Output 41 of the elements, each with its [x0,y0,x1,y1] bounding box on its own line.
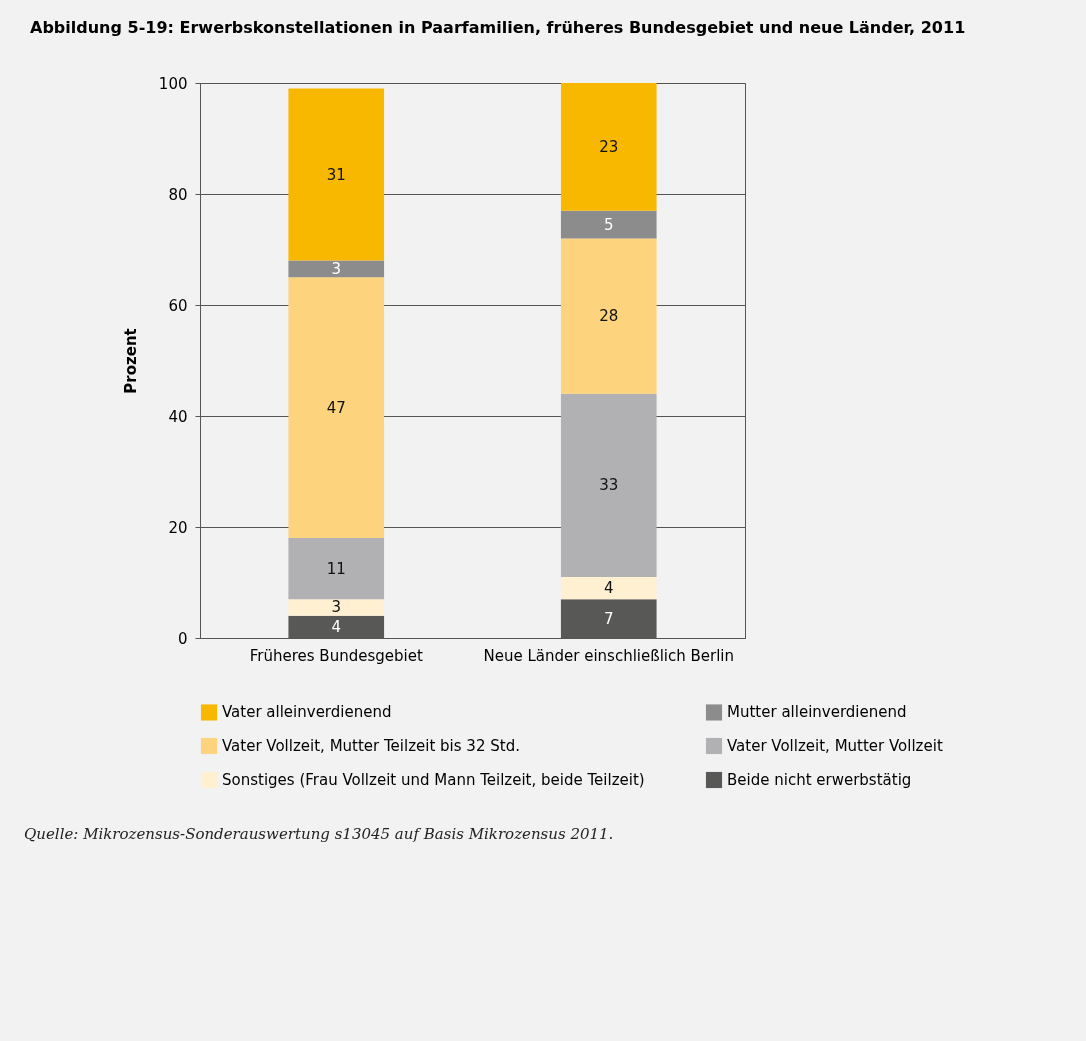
y-axis-title: Prozent [121,328,140,394]
bar [560,210,657,239]
bar [288,538,385,600]
y-tick-label: 100 [158,74,188,93]
bar [560,576,657,600]
bar [288,277,385,539]
y-tick-label: 20 [168,518,188,537]
y-tick-label: 60 [168,296,188,315]
data-label: 31 [326,165,346,184]
bar [288,260,385,278]
bar [560,393,657,577]
bar [560,238,657,394]
chart-title: Abbildung 5-19: Erwerbskonstellationen in Paarfamilien, früheres Bundesgebiet und neue Länder, 2011 [30,18,966,37]
legend-label: Vater Vollzeit, Mutter Vollzeit [727,737,943,755]
bar [288,599,385,616]
data-label: 3 [331,598,342,617]
y-tick-label: 80 [168,185,188,204]
source-note: Quelle: Mikrozensus-Sonderauswertung s13045 auf Basis Mikrozensus 2011. [24,825,615,843]
legend-label: Vater alleinverdienend [222,703,392,722]
data-label: 7 [603,609,614,628]
data-label: 23 [599,137,619,156]
data-label: 11 [326,559,346,578]
data-label: 4 [603,579,614,598]
bar [288,615,385,638]
y-tick-label: 0 [177,629,188,648]
y-tick-label: 40 [168,407,188,426]
bar [560,599,657,638]
data-label: 47 [326,398,346,417]
legend-label: Beide nicht erwerbstätig [727,771,912,789]
data-label: 5 [603,215,614,234]
data-label: 28 [599,307,619,326]
legend-label: Sonstiges (Frau Vollzeit und Mann Teilzeit, beide Teilzeit) [222,771,645,789]
bar [560,83,657,211]
legend-label: Vater Vollzeit, Mutter Teilzeit bis 32 Std. [222,737,520,755]
x-tick-label: Früheres Bundesgebiet [249,646,423,665]
legend-label: Mutter alleinverdienend [727,703,907,722]
bar [288,88,385,261]
data-label: 3 [331,259,342,278]
data-label: 33 [599,476,619,495]
x-tick-label: Neue Länder einschließlich Berlin [483,646,735,665]
data-label: 4 [331,617,342,636]
